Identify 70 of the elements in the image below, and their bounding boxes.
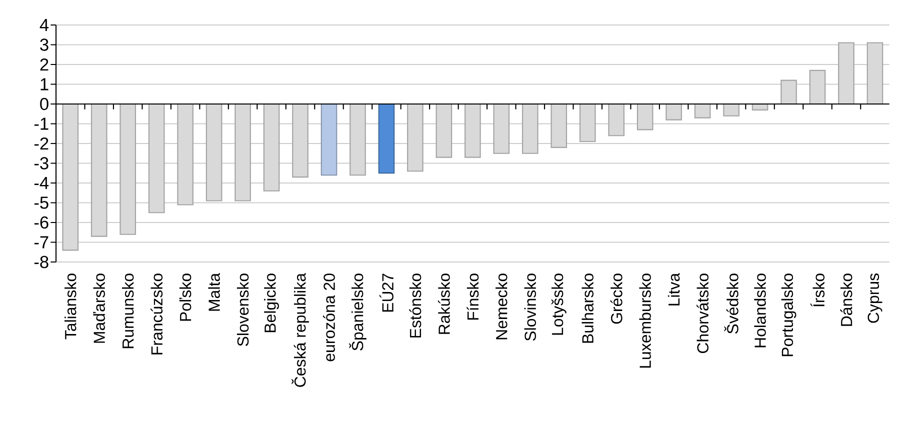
y-tick-label: -2 [34,137,48,150]
y-tick-label: -4 [34,177,49,189]
x-tick-label: Poľsko [179,274,192,321]
x-tick-label: Rumunsko [122,274,134,348]
bar [407,103,424,172]
y-tick-label: -5 [34,196,48,209]
x-tick-label: Malta [208,272,220,311]
y-tick-label: 0 [40,98,48,110]
x-tick-label: Nemecko [496,274,508,340]
x-tick-label: Francúzsko [150,274,163,354]
x-tick-label: Chorvátsko [696,274,709,354]
x-tick-label: Dánsko [840,274,852,326]
bar [206,103,222,202]
x-tick-label: Írsko [810,274,825,306]
bar [234,103,251,202]
x-tick-label: Portugalsko [781,274,796,356]
x-tick-label: Švédsko [724,274,738,334]
y-tick-label: 4 [40,19,49,31]
y-tick-label: -8 [34,256,48,268]
bar [436,103,452,158]
bar [148,103,165,214]
x-tick-label: Španielsko [349,274,366,350]
bar [378,103,395,174]
y-tick-label: -7 [34,236,48,248]
x-tick-label: Cyprus [868,274,882,323]
x-tick-label: Rakúsko [438,274,450,334]
x-tick-label: Bulharsko [582,274,594,343]
bar [866,42,884,105]
x-tick-label: Holandsko [754,274,766,348]
x-tick-label: Belgicko [264,274,279,332]
bar [90,103,108,237]
x-tick-label: Slovensko [236,274,249,346]
x-tick-label: Taliansko [64,274,76,340]
bar [522,103,538,154]
bar [694,103,711,118]
x-tick-label: Litva [668,272,680,306]
bar [350,103,366,176]
bar [780,80,797,105]
bar [723,103,740,116]
bar [809,70,826,105]
y-tick-label: 3 [40,38,48,51]
x-tick-label: Estónsko [409,274,422,338]
bar [579,103,596,142]
y-tick-label: 2 [40,58,48,71]
x-tick-label: EÚ27 [379,274,394,312]
bar [636,103,654,130]
x-tick-label: Slovinsko [524,274,536,341]
bar [263,103,280,192]
bar [666,103,682,120]
y-tick-label: -6 [34,216,48,229]
bar [320,103,338,176]
x-tick-label: Grécko [610,274,622,324]
x-tick-label: Maďarsko [93,274,105,343]
bar [550,103,568,148]
x-tick-label: Luxembursko [639,274,651,368]
x-tick-label: eurozóna 20 [323,274,335,362]
x-tick-label: Lotyšsko [551,274,566,335]
y-tick-label: -1 [34,118,48,130]
bar [177,103,194,206]
bar [292,103,308,178]
x-tick-label: Česká republika [292,272,309,387]
y-tick-label: 1 [40,78,48,90]
x-tick-label: Fínsko [466,274,479,320]
bar [493,103,510,154]
bar [608,103,624,136]
bar [120,103,136,235]
y-tick-label: -3 [34,157,48,170]
bar [838,42,854,105]
bar [62,103,79,251]
bar [464,103,481,158]
